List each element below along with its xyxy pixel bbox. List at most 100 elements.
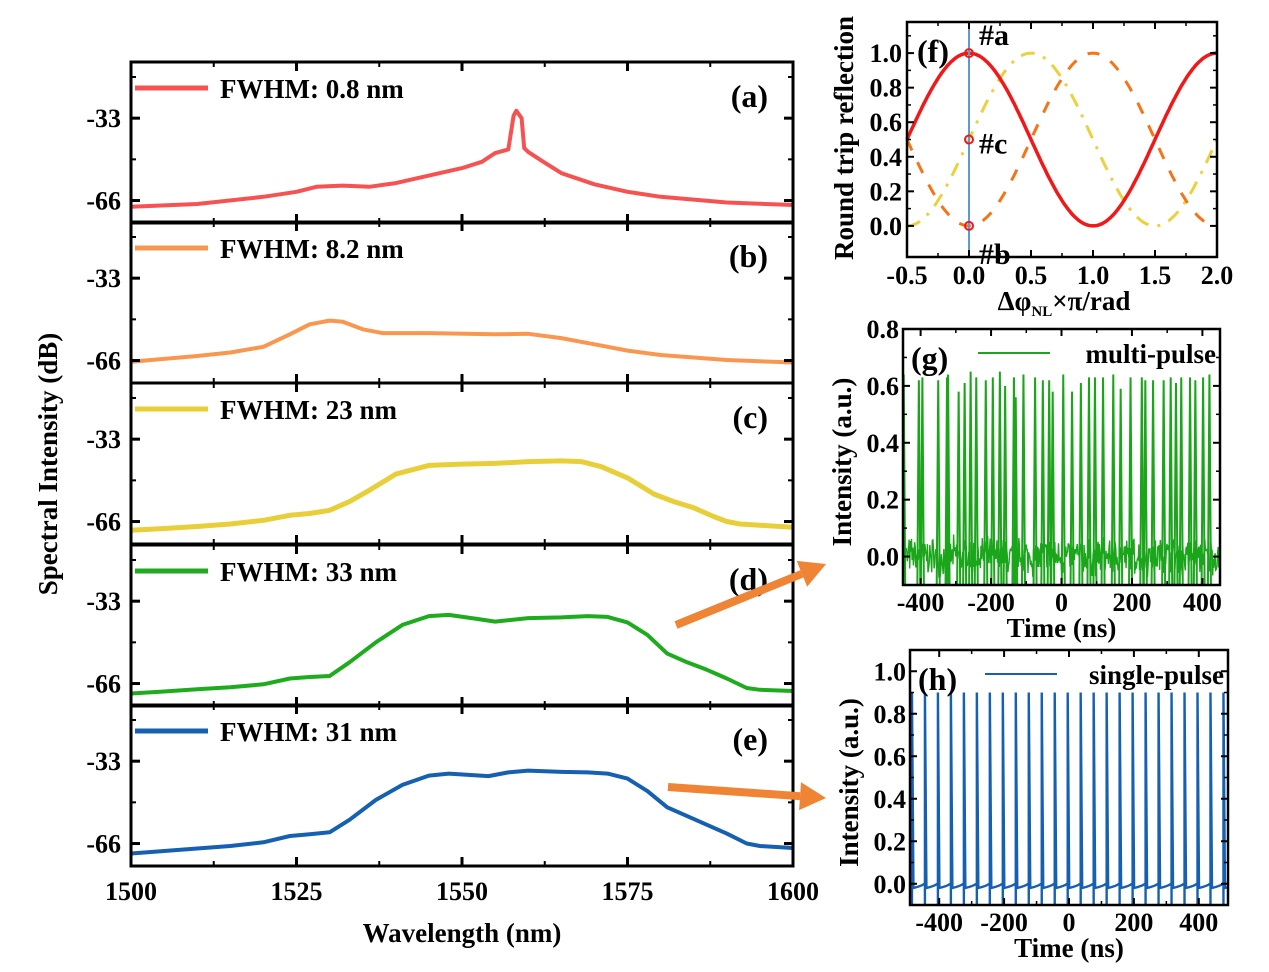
- spectrum-line: [130, 612, 794, 696]
- pulse: [1046, 380, 1052, 585]
- pulse: [997, 371, 1003, 585]
- x-tick-label: -400: [897, 588, 945, 617]
- pulse-train: [910, 692, 1228, 905]
- spectrum-line: [130, 108, 794, 209]
- pulse: [1069, 391, 1075, 585]
- spectrum-line: [130, 318, 794, 365]
- panel-label: (b): [729, 238, 768, 274]
- pulse: [1128, 377, 1134, 585]
- x-tick-label: 1600: [767, 877, 819, 906]
- panel-label: (e): [732, 721, 768, 757]
- pulse: [1086, 377, 1092, 585]
- spectrum-line: [130, 458, 794, 533]
- y-tick-label: 0.6: [874, 742, 907, 771]
- y-axis-label: Spectral Intensity (dB): [33, 333, 63, 596]
- plot-area: [910, 692, 1228, 905]
- pulse: [1060, 374, 1066, 585]
- y-tick-label: 0.2: [870, 177, 903, 206]
- x-tick-label: 200: [1112, 588, 1151, 617]
- pulse: [990, 377, 996, 585]
- panel-frame: [905, 20, 1219, 259]
- y-tick-label: 0.0: [867, 543, 900, 572]
- pulse: [1020, 374, 1026, 585]
- x-tick-label: -200: [980, 908, 1028, 937]
- x-tick-label: 2.0: [1201, 261, 1234, 290]
- pulse: [968, 371, 974, 585]
- x-tick-label: 1.5: [1139, 261, 1172, 290]
- x-tick-label: -400: [915, 908, 963, 937]
- x-tick-label: 200: [1114, 908, 1153, 937]
- y-tick-label: 0.4: [870, 143, 903, 172]
- pulse: [1142, 380, 1148, 585]
- pulse: [1200, 377, 1206, 585]
- panel-label: (h): [918, 661, 957, 697]
- pulse: [1150, 380, 1156, 585]
- y-tick-label: -66: [86, 187, 121, 216]
- x-axis-label: Wavelength (nm): [363, 918, 562, 948]
- y-tick-label: -33: [86, 587, 121, 616]
- y-tick-label: -66: [86, 830, 121, 859]
- x-tick-label: 400: [1183, 588, 1222, 617]
- y-tick-label: 0.8: [867, 315, 900, 344]
- x-axis-label-part: Δφ: [998, 286, 1032, 316]
- x-axis-label: ΔφNL×π/rad: [998, 286, 1131, 320]
- panel-f: #a#c#b0.00.20.40.60.81.0-0.5 0.0 0.5 1.0 1.5…: [829, 16, 1233, 320]
- legend-label: single-pulse: [1089, 660, 1224, 690]
- x-tick-label: 1550: [436, 877, 488, 906]
- panel-label: (a): [731, 78, 768, 114]
- panel-label: (g): [911, 340, 948, 376]
- pulse: [1078, 383, 1084, 585]
- y-tick-label: 0.6: [867, 372, 900, 401]
- y-tick-label: 0.0: [874, 870, 907, 899]
- y-tick-label: -33: [86, 104, 121, 133]
- pulse: [1206, 374, 1212, 585]
- y-tick-label: 1.0: [870, 39, 903, 68]
- x-tick-label: 0: [1055, 588, 1068, 617]
- panel-label: (f): [917, 33, 949, 69]
- x-axis-label-part: ×π/rad: [1052, 286, 1130, 316]
- pulse: [916, 380, 922, 585]
- pulse: [1002, 385, 1008, 585]
- panel-frame: [901, 327, 1222, 587]
- x-axis-label-subscript: NL: [1031, 304, 1052, 320]
- x-tick-label: 1500: [105, 877, 157, 906]
- pulse: [983, 380, 989, 585]
- legend-label: FWHM: 31 nm: [220, 717, 397, 747]
- pulse: [1092, 377, 1098, 585]
- x-tick-label: 1.0: [1077, 261, 1110, 290]
- y-tick-label: -33: [86, 264, 121, 293]
- spectrum-panel-b: -33 -66 FWHM: 8.2 nm (b): [86, 220, 795, 385]
- y-tick-label: -66: [86, 347, 121, 376]
- x-tick-label: 400: [1179, 908, 1218, 937]
- legend-label: FWHM: 23 nm: [220, 395, 397, 425]
- y-tick-label: -66: [86, 670, 121, 699]
- spectrum-line: [130, 768, 794, 856]
- pulse: [1110, 374, 1116, 585]
- y-tick-label: 0.2: [867, 486, 900, 515]
- pulse: [1139, 377, 1145, 585]
- spectrum-panel-c: -33 -66 FWHM: 23 nm (c): [86, 381, 795, 546]
- legend-label: FWHM: 0.8 nm: [220, 74, 404, 104]
- y-axis-label: Intensity (a.u.): [834, 698, 864, 867]
- pulse: [1040, 380, 1046, 585]
- y-tick-label: 0.0: [870, 212, 903, 241]
- panel-frame: [129, 703, 795, 868]
- y-tick-label: 0.2: [874, 827, 907, 856]
- pulse: [1100, 377, 1106, 585]
- y-tick-label: 1.0: [874, 657, 907, 686]
- panel-g: 0.0 0.2 0.4 0.6 0.8 -400 -200 0 200 400 (g) multi-p…: [827, 315, 1222, 643]
- pulse: [1050, 391, 1056, 585]
- pulse: [1013, 397, 1019, 585]
- spectra-stack: -33 -66 FWHM: 0.8 nm (a) -33 -66 FWHM: 8.2 nm (…: [33, 60, 819, 948]
- y-axis-label: Intensity (a.u.): [827, 378, 857, 547]
- y-tick-label: -33: [86, 747, 121, 776]
- pulse: [1173, 383, 1179, 585]
- y-tick-label: 0.8: [874, 700, 907, 729]
- x-tick-label: 1575: [602, 877, 654, 906]
- panel-label: (c): [732, 399, 768, 435]
- y-tick-label: -33: [86, 425, 121, 454]
- pulse: [1168, 377, 1174, 585]
- pulse: [919, 377, 925, 585]
- legend-label: FWHM: 33 nm: [220, 557, 397, 587]
